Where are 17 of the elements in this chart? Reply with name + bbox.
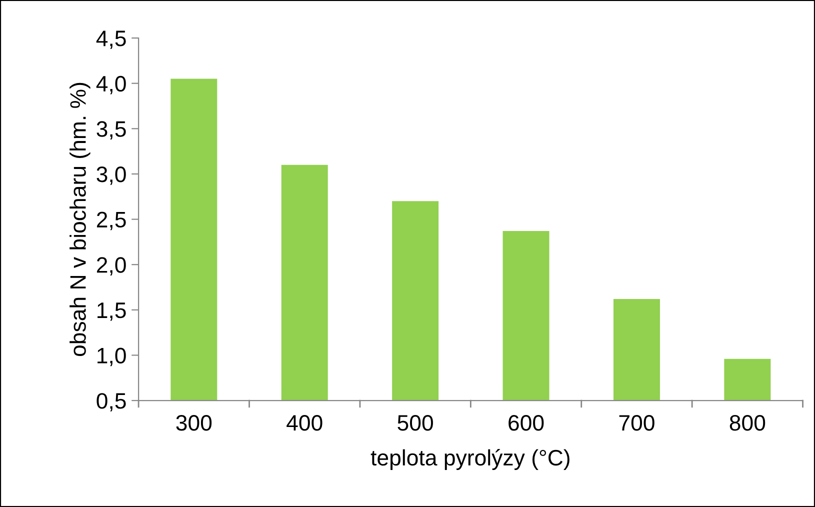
y-tick-label: 2,5 [96, 212, 126, 230]
y-axis-title: obsah N v biocharu (hm. %) [70, 82, 90, 356]
y-tick-label: 0,5 [96, 393, 126, 412]
x-tick-label: 600 [508, 415, 544, 431]
x-tick-label: 300 [176, 415, 212, 431]
y-tick-label: 1,0 [98, 348, 126, 366]
x-tick-label: 800 [730, 415, 766, 431]
x-tick-label: 400 [286, 415, 322, 431]
x-axis-title: teplota pyrolýzy (°C) [370, 449, 570, 470]
y-tick-label: 4,0 [96, 76, 126, 94]
x-tick-label: 500 [398, 415, 433, 431]
x-tick-label: 700 [619, 415, 654, 431]
y-tick-label: 4,5 [96, 30, 126, 49]
y-tick-label: 3,0 [96, 166, 126, 185]
y-tick-label: 1,5 [98, 302, 126, 321]
y-tick-label: 3,5 [96, 121, 126, 140]
y-tick-label: 2,0 [96, 257, 126, 276]
